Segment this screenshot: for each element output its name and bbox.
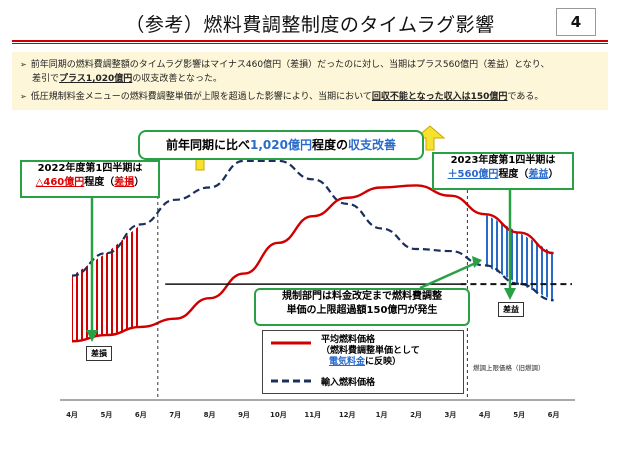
left-connector-arrow-icon <box>86 330 98 342</box>
legend-average-em: 電気料金 <box>329 357 366 367</box>
ceiling-label: 燃調上限価格（旧燃調） <box>473 364 545 372</box>
middle-callout: 規制部門は料金改定まで燃料費調整 単価の上限超過額150億円が発生 <box>254 288 470 326</box>
right-callout-value: ＋560億円 <box>447 169 499 180</box>
left-callout-mid: 程度（ <box>84 177 115 188</box>
month-label: 4月 <box>478 411 491 419</box>
legend: 平均燃料価格 （燃料費調整単価として 電気料金に反映） 輸入燃料価格 <box>262 330 464 394</box>
bullet-arrow-icon: ➢ <box>20 60 27 69</box>
legend-average-end: に反映） <box>365 357 402 367</box>
headline-value: 1,020億円 <box>250 138 312 152</box>
bullet1-text-b: 差引で <box>32 74 60 84</box>
bullet1-text-c: の収支改善となった。 <box>132 74 223 84</box>
bullet1-text-a: 前年同期の燃料費調整額のタイムラグ影響はマイナス460億円（差損）だったのに対し… <box>30 60 550 70</box>
average-fuel-price-line <box>71 184 554 343</box>
summary-bullet-2: ➢ 低圧規制料金メニューの燃料費調整単価が上限を超過した影響により、当期において回… <box>20 90 600 104</box>
month-label: 4月 <box>66 411 78 419</box>
month-label: 3月 <box>444 411 457 419</box>
right-callout-end: ） <box>548 169 559 180</box>
month-label: 9月 <box>238 411 250 419</box>
month-label: 5月 <box>100 411 113 419</box>
bullet-arrow-icon: ➢ <box>20 92 27 101</box>
summary-bullet-1: ➢ 前年同期の燃料費調整額のタイムラグ影響はマイナス460億円（差損）だったのに対… <box>20 58 600 86</box>
month-label: 2月 <box>410 411 422 419</box>
middle-callout-line1: 規制部門は料金改定まで燃料費調整 <box>282 291 442 302</box>
gain-area <box>484 214 554 301</box>
left-callout-tag: 差損 <box>114 177 135 188</box>
right-connector-arrow-icon <box>504 288 516 300</box>
month-label: 6月 <box>134 411 147 419</box>
right-callout: 2023年度第1四半期は ＋560億円程度（差益） <box>432 152 574 190</box>
month-label: 1月 <box>375 411 388 419</box>
headline-callout: 前年同期に比べ1,020億円程度の収支改善 <box>138 130 424 160</box>
summary-box: ➢ 前年同期の燃料費調整額のタイムラグ影響はマイナス460億円（差損）だったのに対… <box>12 52 608 110</box>
right-callout-tag: 差益 <box>528 169 549 180</box>
title-rule <box>12 40 608 42</box>
bullet2-emphasis: 回収不能となった収入は150億円 <box>371 92 508 102</box>
left-callout-value: △460億円 <box>35 177 85 188</box>
middle-connector <box>419 260 479 290</box>
right-callout-mid: 程度（ <box>498 169 529 180</box>
left-callout: 2022年度第1四半期は △460億円程度（差損） <box>20 160 160 198</box>
headline-mid: 程度の <box>311 138 348 152</box>
title-rule-thin <box>12 43 608 44</box>
loss-tag: 差損 <box>86 346 112 361</box>
headline-pre: 前年同期に比べ <box>165 138 250 152</box>
month-label: 12月 <box>338 411 356 419</box>
month-label: 11月 <box>304 411 322 419</box>
right-up-arrow-icon <box>414 125 446 151</box>
month-label: 8月 <box>203 411 216 419</box>
right-callout-line1: 2023年度第1四半期は <box>450 155 556 166</box>
page-title: （参考）燃料費調整制度のタイムラグ影響 <box>125 14 495 36</box>
bullet2-text-b: である。 <box>507 92 544 102</box>
import-fuel-price-line <box>71 159 554 302</box>
page-number: 4 <box>556 8 596 36</box>
legend-average-label: 平均燃料価格 <box>321 335 376 345</box>
middle-callout-line2: 単価の上限超過額150億円が発生 <box>286 305 438 316</box>
headline-post: 収支改善 <box>347 138 396 152</box>
legend-swatches <box>271 341 311 383</box>
legend-import-label: 輸入燃料価格 <box>321 378 376 388</box>
left-callout-line1: 2022年度第1四半期は <box>37 163 143 174</box>
month-label: 6月 <box>547 411 560 419</box>
bullet2-text-a: 低圧規制料金メニューの燃料費調整単価が上限を超過した影響により、当期において <box>30 92 372 102</box>
bullet1-emphasis: プラス1,020億円 <box>59 74 133 84</box>
middle-connector-arrow-icon <box>472 256 482 268</box>
legend-average-sub: （燃料費調整単価として <box>321 346 420 356</box>
month-label: 7月 <box>169 411 182 419</box>
loss-area <box>72 224 141 342</box>
gain-tag: 差益 <box>498 302 524 317</box>
month-label: 10月 <box>270 411 287 419</box>
month-label: 5月 <box>513 411 526 419</box>
left-callout-end: ） <box>134 177 145 188</box>
